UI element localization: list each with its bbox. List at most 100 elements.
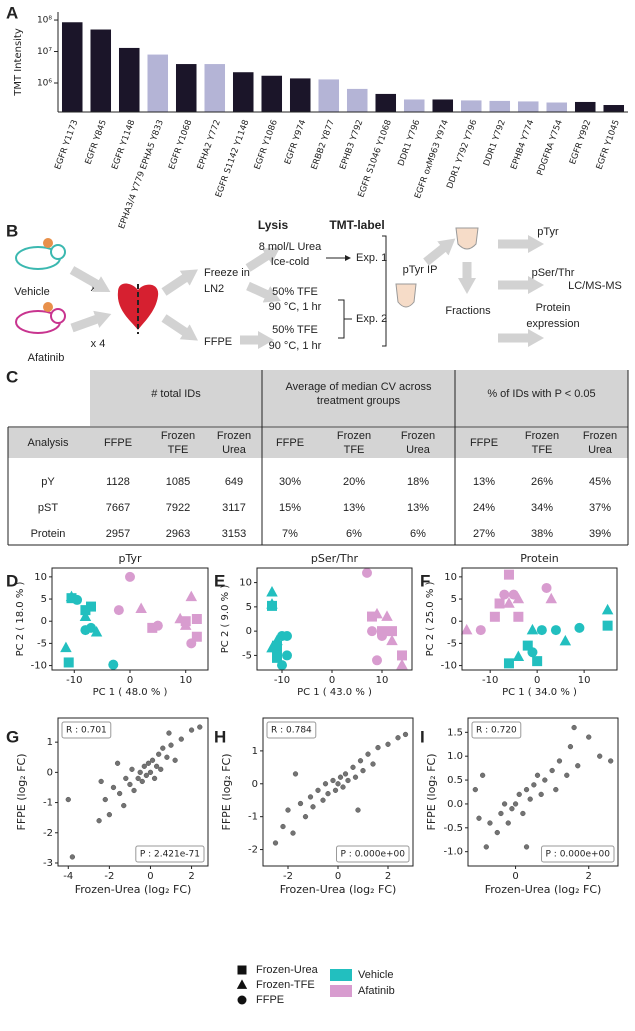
marker bbox=[574, 622, 585, 633]
marker bbox=[290, 830, 296, 836]
marker bbox=[586, 734, 592, 740]
y-tick-label: 0.0 bbox=[447, 799, 463, 810]
marker bbox=[503, 597, 515, 608]
marker bbox=[499, 589, 510, 600]
step-label: pTyr IP bbox=[403, 264, 438, 276]
marker bbox=[371, 607, 383, 619]
marker bbox=[472, 786, 478, 793]
marker bbox=[79, 610, 92, 622]
marker bbox=[60, 641, 72, 653]
marker bbox=[372, 655, 382, 666]
panel-label: I bbox=[420, 727, 425, 746]
column-header: Analysis bbox=[28, 437, 69, 449]
marker bbox=[367, 626, 377, 637]
marker bbox=[139, 778, 145, 785]
marker bbox=[503, 658, 514, 669]
chart: -10 0 10 -10 -5 0 5 10 Protein PC 1 ( 34.0 % ) PC … bbox=[425, 552, 618, 698]
marker bbox=[602, 620, 613, 631]
table-cell: 1128 bbox=[106, 476, 130, 488]
x-tick-label: DDR1 Y792 bbox=[482, 118, 508, 167]
mouse-icon bbox=[50, 244, 66, 260]
marker bbox=[508, 589, 519, 600]
bar bbox=[61, 22, 83, 112]
bar bbox=[289, 78, 311, 112]
x-tick-label: EGFR Y1086 bbox=[253, 118, 280, 171]
x-tick-label: PDGFRA Y754 bbox=[535, 118, 564, 177]
marker bbox=[80, 625, 91, 636]
y-axis-label: FFPE (log₂ FC) bbox=[220, 754, 233, 831]
analysis-label: expression bbox=[526, 318, 579, 330]
x-tick-label: 2 bbox=[586, 871, 592, 882]
legend-swatch bbox=[330, 969, 352, 981]
y-tick-label: -3 bbox=[43, 858, 53, 869]
marker bbox=[503, 569, 514, 580]
y-tick-label: 10 bbox=[444, 572, 457, 583]
marker bbox=[302, 814, 309, 820]
panel-label: H bbox=[214, 727, 226, 746]
marker bbox=[131, 787, 137, 794]
condition: 90 °C, 1 hr bbox=[269, 340, 322, 352]
x-tick-label: 2 bbox=[188, 871, 194, 882]
y-tick-label: -1 bbox=[248, 812, 258, 823]
chart-title: pTyr bbox=[118, 552, 141, 565]
y-tick-label: -0.5 bbox=[443, 823, 463, 834]
marker bbox=[498, 810, 504, 817]
bar bbox=[204, 64, 226, 112]
marker bbox=[271, 634, 283, 646]
bar bbox=[574, 101, 596, 112]
table-cell: 45% bbox=[589, 476, 611, 488]
marker bbox=[522, 640, 533, 651]
condition: 90 °C, 1 hr bbox=[269, 301, 322, 313]
marker bbox=[123, 775, 129, 782]
marker bbox=[357, 758, 364, 764]
table-cell: 39% bbox=[589, 528, 611, 540]
marker bbox=[282, 631, 292, 641]
column-header: Urea bbox=[588, 444, 613, 456]
y-tick-label: 5 bbox=[41, 594, 47, 605]
table-cell: 7% bbox=[282, 528, 298, 540]
x-axis-label: PC 1 ( 34.0 % ) bbox=[502, 687, 577, 698]
y-axis-label: PC 2 ( 18.0 % ) bbox=[15, 581, 26, 656]
annotation: P : 0.000e+00 bbox=[341, 850, 406, 860]
step-label: Fractions bbox=[445, 305, 491, 317]
chart: -10 0 10 -5 0 5 10 pSer/Thr PC 1 ( 43.0 % ) PC 2 … bbox=[220, 552, 413, 698]
marker bbox=[608, 758, 614, 764]
chart-title: pSer/Thr bbox=[311, 552, 359, 565]
y-axis-label: PC 2 ( 9.0 % ) bbox=[220, 585, 231, 654]
x-tick-label: EGFR Y1068 bbox=[167, 118, 194, 171]
marker bbox=[360, 767, 366, 774]
y-tick-label: -5 bbox=[447, 638, 457, 649]
table-cell: 7922 bbox=[166, 502, 190, 514]
marker bbox=[337, 774, 344, 780]
marker bbox=[377, 631, 387, 641]
marker bbox=[98, 778, 104, 785]
x-tick-label: 0 bbox=[147, 871, 153, 882]
condition: 50% TFE bbox=[272, 286, 318, 298]
table-cell: 2963 bbox=[166, 528, 190, 540]
bar bbox=[318, 79, 340, 112]
marker bbox=[476, 815, 482, 821]
marker bbox=[65, 796, 71, 803]
table-cell: pY bbox=[41, 476, 55, 488]
x-tick-label: -10 bbox=[66, 675, 82, 686]
table-cell: 15% bbox=[279, 502, 301, 514]
marker bbox=[164, 754, 170, 760]
x-tick-label: 10 bbox=[179, 675, 192, 686]
y-tick-label: -1.0 bbox=[443, 847, 463, 858]
group-label: Afatinib bbox=[28, 352, 65, 364]
annotation-box bbox=[336, 845, 410, 863]
marker bbox=[487, 820, 493, 826]
table-cell: 3117 bbox=[222, 502, 246, 514]
marker bbox=[179, 619, 192, 630]
x-axis-label: Frozen-Urea (log₂ FC) bbox=[280, 883, 397, 896]
arrow bbox=[423, 238, 456, 266]
bar bbox=[603, 105, 625, 112]
marker bbox=[340, 784, 346, 790]
marker bbox=[102, 796, 108, 803]
marker bbox=[362, 567, 372, 578]
marker bbox=[186, 638, 197, 649]
marker bbox=[330, 777, 336, 784]
marker bbox=[509, 806, 515, 812]
table-cell: 2957 bbox=[106, 528, 130, 540]
